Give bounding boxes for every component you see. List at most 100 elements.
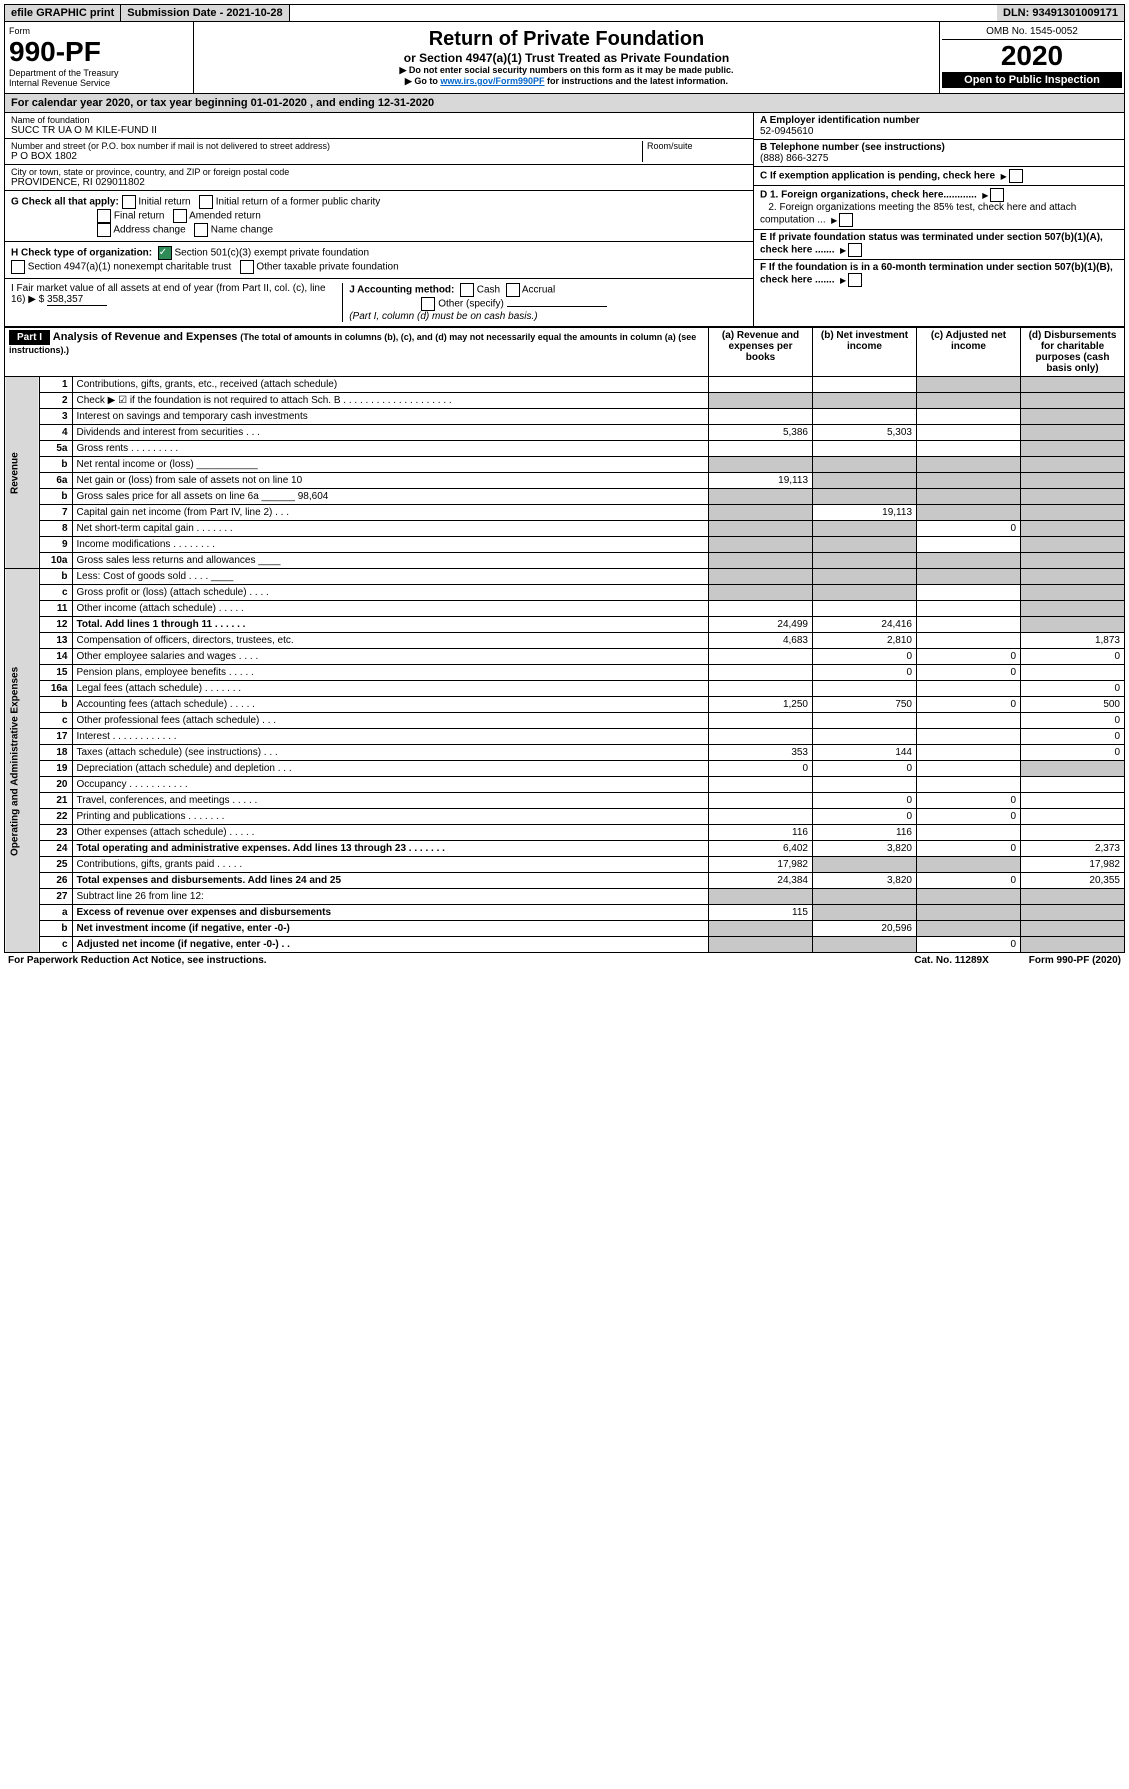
cash-checkbox[interactable] (460, 283, 474, 297)
4947a1-checkbox[interactable] (11, 260, 25, 274)
line-row: 4Dividends and interest from securities … (5, 425, 1125, 441)
col-c-value (917, 825, 1021, 841)
501c3-checkbox[interactable] (158, 246, 172, 260)
form-title: Return of Private Foundation (200, 28, 933, 51)
line-row: bNet rental income or (loss) ___________ (5, 457, 1125, 473)
col-a-value (709, 521, 813, 537)
line-number: 21 (39, 793, 72, 809)
line-row: 2Check ▶ ☑ if the foundation is not requ… (5, 393, 1125, 409)
line-number: 26 (39, 873, 72, 889)
col-a-value (709, 457, 813, 473)
name-change-checkbox[interactable] (194, 223, 208, 237)
line-desc: Check ▶ ☑ if the foundation is not requi… (72, 393, 709, 409)
foreign-org-checkbox[interactable] (990, 188, 1004, 202)
col-c-value: 0 (917, 793, 1021, 809)
status-terminated-checkbox[interactable] (848, 243, 862, 257)
form-number: 990-PF (9, 36, 189, 68)
e-label: E If private foundation status was termi… (760, 232, 1103, 256)
col-d-value (1021, 825, 1125, 841)
col-a-value: 24,499 (709, 617, 813, 633)
form-label: Form (9, 26, 189, 36)
note-ssn: ▶ Do not enter social security numbers o… (200, 65, 933, 76)
col-c-value (917, 393, 1021, 409)
line-desc: Subtract line 26 from line 12: (72, 889, 709, 905)
line-number: 5a (39, 441, 72, 457)
line-number: 27 (39, 889, 72, 905)
col-d-value (1021, 601, 1125, 617)
initial-return-checkbox[interactable] (122, 195, 136, 209)
line-desc: Other professional fees (attach schedule… (72, 713, 709, 729)
section-h: H Check type of organization: Section 50… (5, 242, 753, 279)
col-c-value (917, 537, 1021, 553)
col-a-value (709, 809, 813, 825)
line-row: 10aGross sales less returns and allowanc… (5, 553, 1125, 569)
line-row: 21Travel, conferences, and meetings . . … (5, 793, 1125, 809)
f-label: F If the foundation is in a 60-month ter… (760, 262, 1113, 286)
exemption-pending-checkbox[interactable] (1009, 169, 1023, 183)
line-number: 18 (39, 745, 72, 761)
col-c-value (917, 745, 1021, 761)
col-c-value (917, 473, 1021, 489)
line-desc: Compensation of officers, directors, tru… (72, 633, 709, 649)
accrual-checkbox[interactable] (506, 283, 520, 297)
col-a-value: 4,683 (709, 633, 813, 649)
col-a-value (709, 729, 813, 745)
col-a-value: 0 (709, 761, 813, 777)
line-number: 1 (39, 377, 72, 393)
line-number: 10a (39, 553, 72, 569)
line-row: 27Subtract line 26 from line 12: (5, 889, 1125, 905)
line-number: a (39, 905, 72, 921)
irs: Internal Revenue Service (9, 78, 189, 88)
col-d-value (1021, 937, 1125, 953)
line-desc: Contributions, gifts, grants, etc., rece… (72, 377, 709, 393)
line-desc: Total expenses and disbursements. Add li… (72, 873, 709, 889)
col-b-value (813, 585, 917, 601)
col-b-value (813, 601, 917, 617)
line-number: 3 (39, 409, 72, 425)
col-c-value: 0 (917, 665, 1021, 681)
col-d-value (1021, 617, 1125, 633)
line-desc: Contributions, gifts, grants paid . . . … (72, 857, 709, 873)
other-method-checkbox[interactable] (421, 297, 435, 311)
line-row: 17Interest . . . . . . . . . . . .0 (5, 729, 1125, 745)
other-taxable-checkbox[interactable] (240, 260, 254, 274)
ein-label: A Employer identification number (760, 115, 920, 126)
line-desc: Less: Cost of goods sold . . . . ____ (72, 569, 709, 585)
col-d-value (1021, 761, 1125, 777)
line-number: b (39, 921, 72, 937)
fmv-value: 358,357 (47, 294, 107, 306)
col-b-value: 0 (813, 649, 917, 665)
initial-return-former-checkbox[interactable] (199, 195, 213, 209)
open-inspection: Open to Public Inspection (942, 72, 1122, 88)
form990pf-link[interactable]: www.irs.gov/Form990PF (440, 76, 544, 86)
line-row: 26Total expenses and disbursements. Add … (5, 873, 1125, 889)
col-b-value (813, 889, 917, 905)
foreign-85-checkbox[interactable] (839, 213, 853, 227)
line-row: bAccounting fees (attach schedule) . . .… (5, 697, 1125, 713)
col-d-value: 20,355 (1021, 873, 1125, 889)
line-desc: Depreciation (attach schedule) and deple… (72, 761, 709, 777)
amended-return-checkbox[interactable] (173, 209, 187, 223)
line-number: 13 (39, 633, 72, 649)
col-b-header: (b) Net investment income (813, 328, 917, 377)
cash-basis-note: (Part I, column (d) must be on cash basi… (349, 311, 537, 322)
ein: 52-0945610 (760, 126, 813, 137)
col-a-value (709, 681, 813, 697)
line-number: 25 (39, 857, 72, 873)
col-d-value (1021, 777, 1125, 793)
line-desc: Taxes (attach schedule) (see instruction… (72, 745, 709, 761)
col-d-value (1021, 425, 1125, 441)
line-number: 17 (39, 729, 72, 745)
col-b-value (813, 729, 917, 745)
col-c-value: 0 (917, 937, 1021, 953)
line-row: cAdjusted net income (if negative, enter… (5, 937, 1125, 953)
col-c-value (917, 761, 1021, 777)
col-a-value: 353 (709, 745, 813, 761)
col-d-value: 0 (1021, 729, 1125, 745)
col-b-value: 2,810 (813, 633, 917, 649)
final-return-checkbox[interactable] (97, 209, 111, 223)
address-change-checkbox[interactable] (97, 223, 111, 237)
60month-checkbox[interactable] (848, 273, 862, 287)
line-desc: Net rental income or (loss) ___________ (72, 457, 709, 473)
line-desc: Net short-term capital gain . . . . . . … (72, 521, 709, 537)
